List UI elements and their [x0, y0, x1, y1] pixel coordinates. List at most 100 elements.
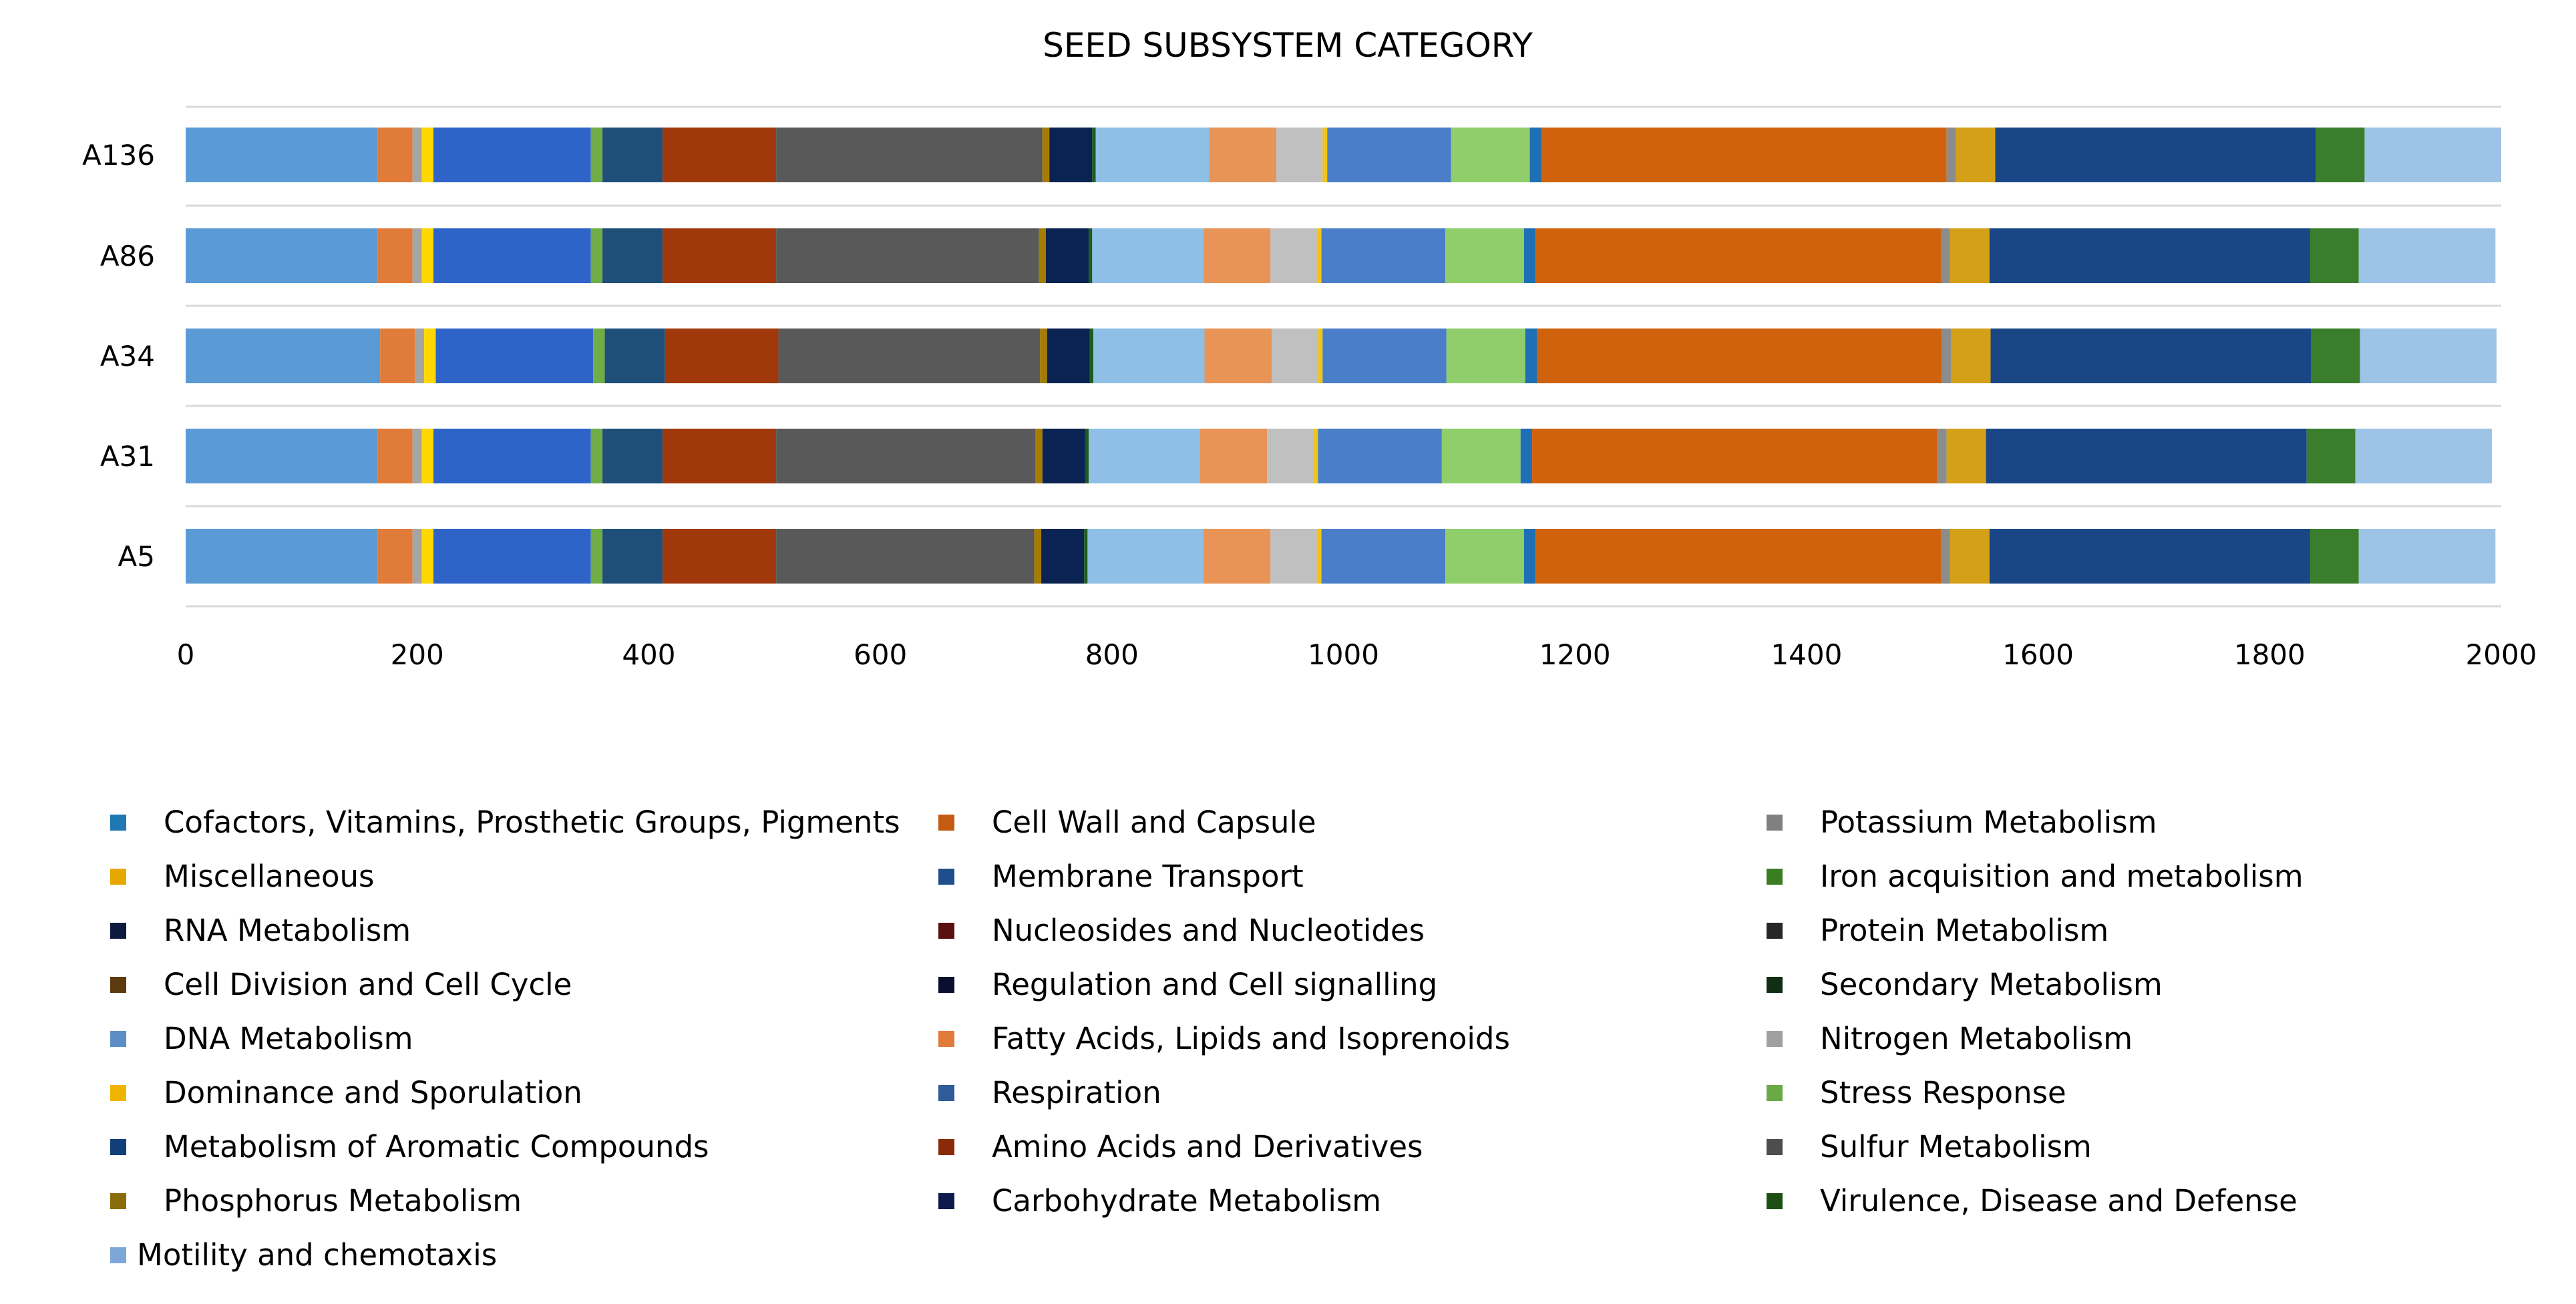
legend-label: Motility and chemotaxis — [137, 1237, 497, 1273]
legend-item: Metabolism of Aromatic Compounds — [110, 1129, 709, 1164]
legend-swatch — [938, 1139, 954, 1155]
legend-swatch — [1767, 869, 1783, 885]
bar-segment — [1092, 228, 1204, 283]
legend-item: Iron acquisition and metabolism — [1767, 859, 2304, 894]
legend-swatch — [110, 1247, 126, 1263]
legend-swatch — [938, 815, 954, 831]
legend-swatch — [938, 1193, 954, 1209]
legend-label: Miscellaneous — [164, 859, 374, 894]
bar-segment — [1204, 329, 1272, 383]
bar-segment — [377, 529, 413, 584]
bar-segment — [602, 429, 663, 483]
bar-segment — [602, 529, 663, 584]
bar-segment — [421, 429, 433, 483]
bar-segment — [1092, 128, 1096, 182]
legend-item: Carbohydrate Metabolism — [938, 1183, 1381, 1219]
legend-label: Virulence, Disease and Defense — [1820, 1183, 2297, 1219]
bar-segment — [1937, 429, 1947, 483]
bar-segment — [602, 128, 663, 182]
bar-segment — [1042, 429, 1085, 483]
legend-label: Membrane Transport — [992, 859, 1304, 894]
bar-segment — [1316, 529, 1322, 584]
bar-segment — [776, 429, 1036, 483]
legend-label: Carbohydrate Metabolism — [992, 1183, 1381, 1219]
legend-label: RNA Metabolism — [164, 913, 411, 948]
y-tick-label: A31 — [100, 440, 155, 473]
bar-segment — [590, 429, 603, 483]
bar-segment — [663, 128, 777, 182]
y-tick-label: A86 — [100, 240, 155, 272]
bar-stack-a31 — [186, 429, 2493, 483]
legend-swatch — [1767, 1085, 1783, 1101]
bar-segment — [421, 529, 433, 584]
bar-segment — [1042, 128, 1050, 182]
bar-segment — [1039, 228, 1046, 283]
bar-segment — [1270, 529, 1317, 584]
legend-swatch — [110, 1085, 126, 1101]
bar-segment — [1318, 429, 1442, 483]
bar-segment — [1950, 529, 1990, 584]
bar-segment — [1441, 429, 1521, 483]
legend-item: DNA Metabolism — [110, 1021, 413, 1056]
bar-segment — [2306, 429, 2356, 483]
legend-swatch — [938, 923, 954, 939]
bar-segment — [602, 228, 663, 283]
bar-segment — [1084, 529, 1088, 584]
bar-segment — [1093, 329, 1205, 383]
bar-segment — [1946, 429, 1986, 483]
bar-segment — [1989, 529, 2310, 584]
bar-segment — [1089, 228, 1093, 283]
bar-segment — [1327, 128, 1451, 182]
legend-swatch — [110, 1139, 126, 1155]
legend-label: Nitrogen Metabolism — [1820, 1021, 2133, 1056]
x-tick-label: 1800 — [2234, 638, 2306, 671]
bar-segment — [776, 228, 1039, 283]
bar-stack-a86 — [186, 228, 2496, 283]
bar-segment — [1270, 228, 1317, 283]
legend-label: Iron acquisition and metabolism — [1820, 859, 2304, 894]
x-tick-label: 0 — [177, 638, 195, 671]
bar-segment — [433, 228, 591, 283]
bar-segment — [1940, 529, 1950, 584]
legend-item: Protein Metabolism — [1767, 913, 2108, 948]
legend-label: Metabolism of Aromatic Compounds — [164, 1129, 709, 1164]
legend-swatch — [938, 1085, 954, 1101]
bar-segment — [1041, 529, 1085, 584]
x-tick-label: 1200 — [1539, 638, 1611, 671]
bar-segment — [1523, 228, 1536, 283]
bar-segment — [1956, 128, 1996, 182]
legend-item: Respiration — [938, 1075, 1161, 1110]
bar-segment — [1942, 329, 1952, 383]
bar-segment — [1089, 329, 1094, 383]
legend-label: Secondary Metabolism — [1820, 967, 2163, 1002]
y-axis-labels: A136 A86 A34 A31 A5 — [82, 139, 155, 573]
bar-segment — [412, 128, 422, 182]
bar-segment — [421, 228, 433, 283]
bar-segment — [433, 529, 591, 584]
legend-label: Potassium Metabolism — [1820, 805, 2157, 840]
legend-swatch — [110, 1031, 126, 1047]
legend-item: Potassium Metabolism — [1767, 805, 2157, 840]
bar-segment — [1035, 429, 1043, 483]
bar-segment — [433, 429, 591, 483]
legend-label: Stress Response — [1820, 1075, 2066, 1110]
bar-segment — [1523, 529, 1536, 584]
legend-swatch — [110, 1193, 126, 1209]
bar-segment — [1940, 228, 1950, 283]
legend-item: Amino Acids and Derivatives — [938, 1129, 1423, 1164]
chart-title: SEED SUBSYSTEM CATEGORY — [1043, 26, 1533, 65]
legend-swatch — [1767, 923, 1783, 939]
bar-segment — [663, 529, 777, 584]
bar-segment — [1313, 429, 1318, 483]
bar-segment — [186, 329, 381, 383]
bar-segment — [2360, 329, 2497, 383]
legend-label: Nucleosides and Nucleotides — [992, 913, 1425, 948]
x-axis-labels: 0 200 400 600 800 1000 1200 1400 1600 1800 2000 — [177, 638, 2537, 671]
bar-segment — [1085, 429, 1089, 483]
bar-segment — [604, 329, 665, 383]
bar-segment — [590, 128, 603, 182]
bar-segment — [2316, 128, 2365, 182]
legend-swatch — [938, 869, 954, 885]
bar-segment — [590, 228, 603, 283]
